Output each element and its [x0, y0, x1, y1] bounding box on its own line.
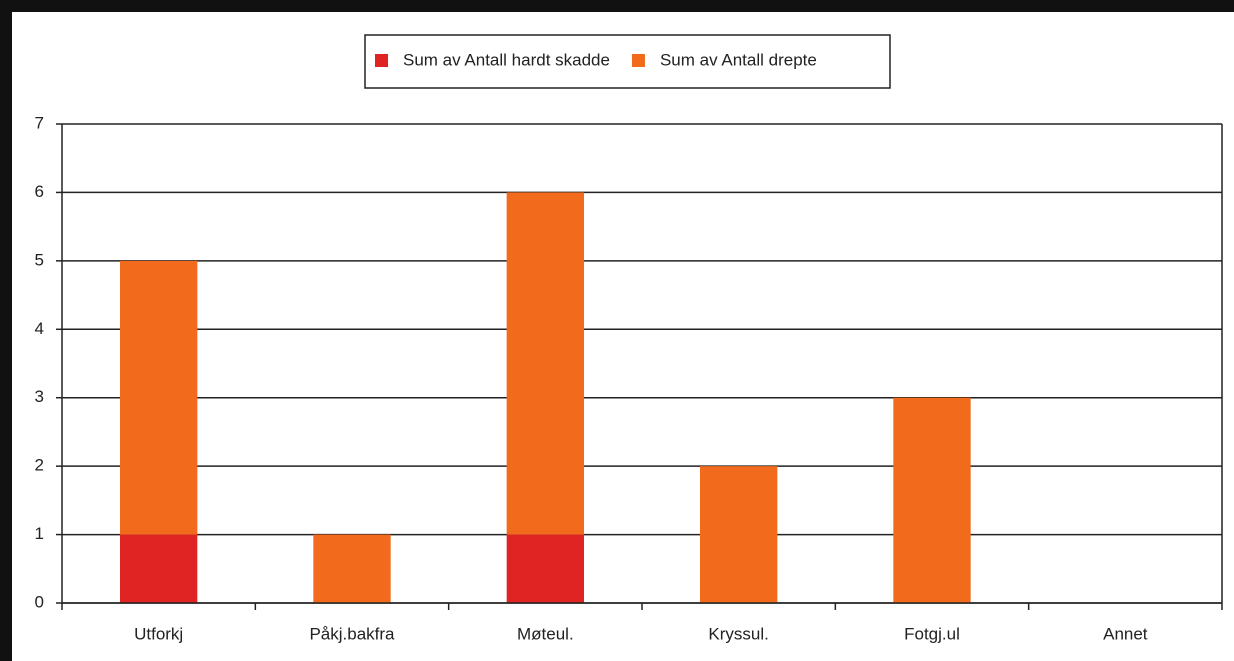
bar-segment — [120, 534, 198, 603]
bar-segment — [506, 534, 584, 603]
y-tick-label: 3 — [35, 387, 44, 406]
bar-segment — [120, 260, 198, 535]
y-tick-label: 2 — [35, 456, 44, 475]
bar-segment — [893, 397, 971, 603]
legend-swatch — [631, 54, 645, 67]
x-tick-label: Fotgj.ul — [904, 624, 960, 643]
bar-segment — [506, 192, 584, 535]
y-tick-label: 5 — [35, 250, 44, 269]
y-tick-label: 0 — [35, 592, 44, 611]
x-tick-label: Påkj.bakfra — [309, 624, 395, 643]
x-tick-label: Kryssul. — [708, 624, 768, 643]
y-tick-label: 1 — [35, 524, 44, 543]
legend-swatch — [375, 54, 388, 67]
legend-label: Sum av Antall drepte — [660, 50, 817, 69]
y-tick-label: 6 — [35, 182, 44, 201]
x-tick-label: Annet — [1103, 624, 1148, 643]
legend-box — [364, 34, 891, 89]
x-tick-label: Utforkj — [134, 624, 183, 643]
bar-segment — [313, 534, 391, 603]
y-tick-label: 4 — [35, 319, 44, 338]
x-tick-label: Møteul. — [517, 624, 574, 643]
legend-label: Sum av Antall hardt skadde — [403, 50, 610, 69]
y-tick-label: 7 — [35, 113, 44, 132]
bar-segment — [700, 466, 778, 603]
